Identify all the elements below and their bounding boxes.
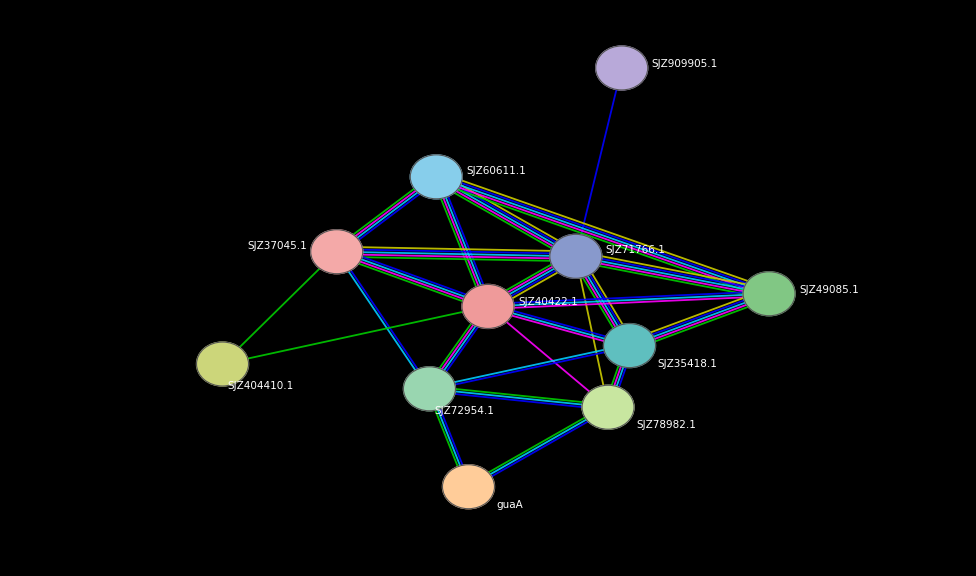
Text: SJZ35418.1: SJZ35418.1 (658, 359, 717, 369)
Ellipse shape (549, 234, 602, 278)
Ellipse shape (603, 324, 656, 367)
Ellipse shape (595, 46, 648, 90)
Ellipse shape (403, 367, 456, 411)
Ellipse shape (196, 342, 249, 386)
Ellipse shape (462, 285, 514, 328)
Text: SJZ40422.1: SJZ40422.1 (518, 297, 578, 308)
Text: SJZ404410.1: SJZ404410.1 (227, 381, 294, 391)
Text: SJZ909905.1: SJZ909905.1 (652, 59, 718, 69)
Text: SJZ60611.1: SJZ60611.1 (467, 166, 526, 176)
Ellipse shape (410, 155, 463, 199)
Ellipse shape (442, 465, 495, 509)
Text: guaA: guaA (497, 500, 523, 510)
Text: SJZ49085.1: SJZ49085.1 (799, 285, 859, 295)
Ellipse shape (743, 272, 795, 316)
Text: SJZ37045.1: SJZ37045.1 (247, 241, 306, 251)
Text: SJZ78982.1: SJZ78982.1 (636, 420, 696, 430)
Ellipse shape (582, 385, 634, 429)
Text: SJZ72954.1: SJZ72954.1 (434, 406, 494, 416)
Text: SJZ71766.1: SJZ71766.1 (606, 245, 666, 255)
Ellipse shape (310, 230, 363, 274)
